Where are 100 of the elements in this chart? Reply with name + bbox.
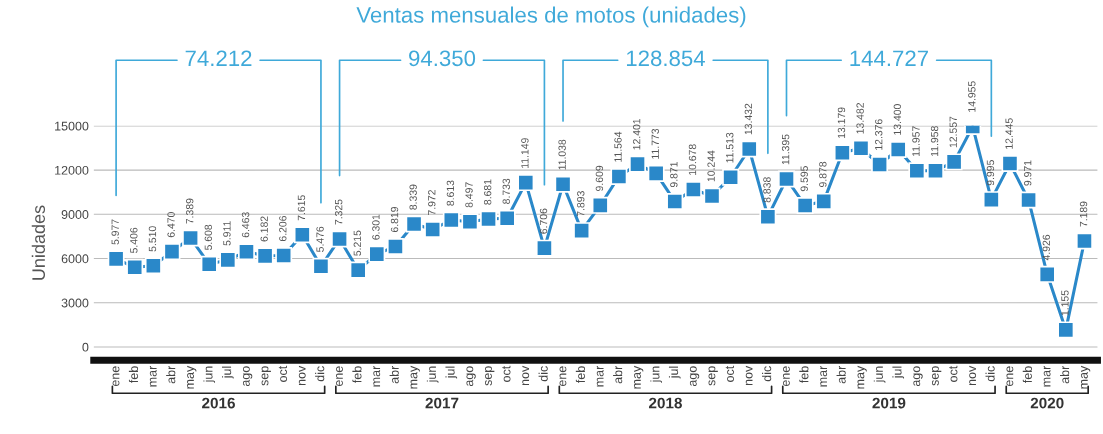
x-tick-label: jul (445, 366, 458, 379)
y-tick-label: 6000 (61, 254, 89, 264)
data-label: 7.325 (334, 199, 343, 225)
data-label: 8.838 (763, 177, 771, 203)
point (405, 215, 423, 233)
x-tick-label: feb (575, 366, 586, 383)
point (684, 181, 702, 199)
point (908, 162, 926, 180)
data-label: 13.432 (744, 103, 753, 135)
x-tick-label: jul (222, 366, 234, 379)
data-label: 11.958 (930, 126, 939, 157)
y-tick-label: 3000 (61, 298, 89, 308)
point (312, 257, 330, 275)
point (498, 209, 516, 227)
x-tick-label: abr (836, 365, 846, 384)
data-label: 9.871 (670, 162, 678, 188)
point (703, 187, 721, 205)
point (796, 197, 814, 215)
point (610, 168, 628, 185)
point (237, 243, 255, 261)
point (461, 213, 479, 231)
x-tick-label: mar (149, 365, 157, 387)
data-label: 11.038 (558, 139, 566, 170)
x-tick-label: feb (799, 366, 809, 383)
x-tick-label: may (187, 365, 197, 389)
x-tick-label: sep (931, 366, 942, 386)
data-label: 9.878 (819, 161, 827, 187)
point (368, 245, 386, 263)
data-label: 12.557 (949, 116, 957, 148)
point (331, 230, 349, 248)
point (386, 237, 404, 255)
x-tick-label: dic (762, 366, 772, 382)
point (163, 243, 181, 261)
text: 74.212 (185, 50, 252, 66)
data-label: 5.977 (111, 219, 119, 245)
point (591, 196, 609, 214)
point (573, 222, 591, 240)
point (517, 174, 535, 192)
point (871, 156, 889, 174)
x-tick-label: nov (969, 365, 977, 386)
point (535, 239, 553, 257)
data-label: 13.179 (837, 107, 846, 139)
data-label: 7.189 (1079, 201, 1088, 227)
point (666, 192, 684, 210)
data-label: 8.613 (446, 180, 455, 206)
data-label: 9.971 (1024, 160, 1032, 186)
text: 2018 (648, 397, 682, 409)
point (219, 251, 237, 269)
x-tick-label: ene (112, 366, 120, 387)
point (1038, 265, 1056, 283)
chart-title: Ventas mensuales de motos (unidades) (356, 6, 746, 28)
point (945, 153, 963, 171)
point (833, 144, 851, 162)
x-tick-label: nov (522, 365, 530, 386)
x-tick-label: mar (373, 365, 381, 387)
point (1075, 232, 1093, 250)
data-label: 1.155 (1061, 290, 1069, 316)
text: 128.854 (626, 50, 705, 67)
point (1057, 321, 1075, 339)
data-label: 11.513 (726, 132, 734, 163)
point (126, 258, 144, 276)
data-label: 5.608 (204, 224, 213, 250)
point (722, 168, 740, 186)
x-tick-label: nov (298, 365, 306, 386)
data-label: 6.206 (279, 215, 287, 242)
point (629, 155, 646, 173)
data-label: 6.706 (539, 208, 548, 234)
x-tick-label: dic (985, 366, 995, 382)
x-tick-label: nov (745, 365, 753, 386)
data-label: 8.681 (483, 179, 492, 205)
data-label: 5.911 (223, 221, 231, 246)
data-label: 12.445 (1005, 118, 1013, 149)
x-tick-label: mar (596, 365, 604, 387)
x-tick-label: oct (725, 365, 734, 382)
x-tick-label: ago (466, 366, 476, 387)
point (182, 229, 200, 247)
text: 2020 (1030, 397, 1064, 409)
data-label: 7.615 (297, 195, 306, 221)
x-tick-label: may (1080, 365, 1091, 389)
x-tick-label: dic (315, 366, 325, 382)
x-tick-label: sep (261, 366, 271, 386)
x-tick-label: may (857, 365, 867, 389)
data-label: 5.406 (130, 227, 138, 253)
x-tick-label: ene (783, 366, 790, 387)
data-label: 11.149 (521, 138, 529, 168)
y-tick-label: 12000 (55, 165, 89, 175)
text: 2019 (872, 397, 906, 409)
x-tick-label: ago (242, 366, 253, 387)
point (349, 261, 367, 279)
data-label: 6.819 (390, 206, 399, 233)
data-label: 8.733 (502, 178, 510, 204)
data-label: 11.395 (781, 134, 790, 165)
x-tick-label: may (634, 365, 644, 389)
data-label: 11.957 (912, 126, 920, 157)
point (554, 175, 572, 193)
data-label: 12.376 (875, 119, 883, 150)
x-tick-label: feb (128, 366, 139, 383)
data-label: 11.773 (651, 128, 659, 159)
point (1001, 155, 1019, 172)
point (815, 192, 833, 210)
